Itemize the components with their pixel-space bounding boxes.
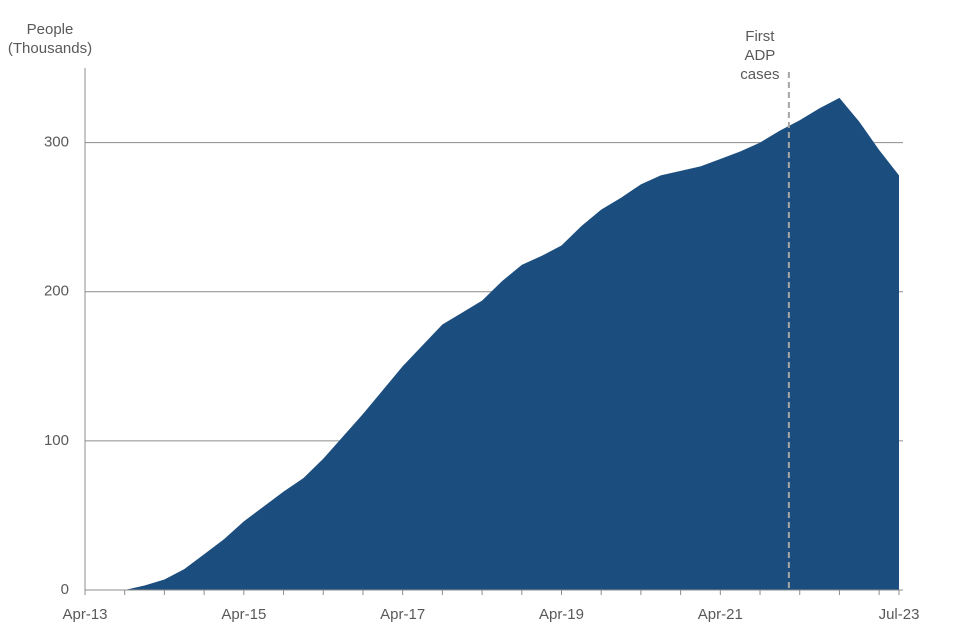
- y-tick-label: 100: [44, 432, 69, 449]
- x-tick-label: Apr-19: [539, 606, 584, 623]
- x-tick-label: Jul-23: [879, 606, 920, 623]
- area: [124, 97, 899, 590]
- annotation-text: ADP: [744, 47, 775, 64]
- y-axis-label: People: [27, 21, 74, 38]
- annotation-text: cases: [740, 66, 779, 83]
- annotation-text: First: [745, 28, 775, 45]
- y-tick-label: 300: [44, 134, 69, 151]
- x-tick-label: Apr-15: [221, 606, 266, 623]
- y-axis-label: (Thousands): [8, 40, 92, 57]
- x-tick-label: Apr-13: [62, 606, 107, 623]
- y-tick-label: 200: [44, 283, 69, 300]
- y-tick-label: 0: [61, 581, 69, 598]
- x-tick-label: Apr-17: [380, 606, 425, 623]
- x-tick-label: Apr-21: [698, 606, 743, 623]
